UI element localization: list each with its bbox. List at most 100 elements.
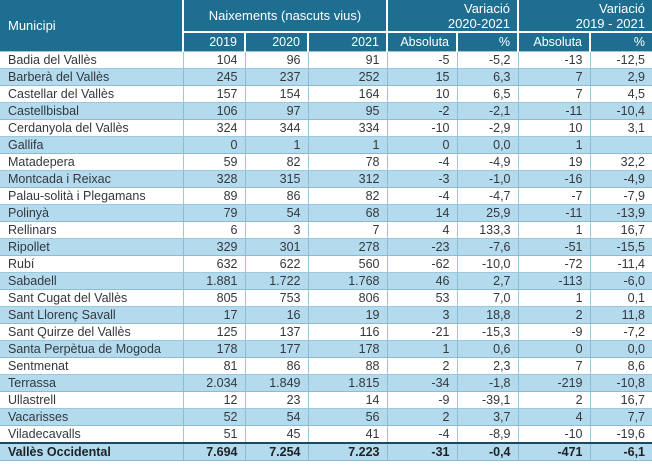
value-cell: 278 bbox=[307, 238, 388, 256]
value-cell: 19 bbox=[307, 306, 388, 324]
value-cell: 2.034 bbox=[182, 374, 246, 392]
value-cell: 1 bbox=[517, 221, 591, 239]
value-cell: -34 bbox=[386, 374, 458, 392]
table-row: Sant Cugat del Vallès 805 753 806 53 7,0 1 0,1 bbox=[0, 289, 652, 307]
value-cell: 1 bbox=[307, 136, 388, 154]
value-cell: 312 bbox=[307, 170, 388, 188]
value-cell: -19,6 bbox=[589, 425, 652, 444]
value-cell: 2,3 bbox=[456, 357, 519, 375]
value-cell: -10 bbox=[386, 119, 458, 137]
value-cell: 0 bbox=[517, 340, 591, 358]
municipality-cell: Sant Quirze del Vallès bbox=[0, 323, 184, 341]
value-cell: -11 bbox=[517, 102, 591, 120]
value-cell: 753 bbox=[244, 289, 309, 307]
value-cell: -10,0 bbox=[456, 255, 519, 273]
value-cell: -31 bbox=[386, 442, 458, 461]
value-cell: -21 bbox=[386, 323, 458, 341]
value-cell: 3 bbox=[386, 306, 458, 324]
value-cell: 2 bbox=[386, 408, 458, 426]
value-cell: 0 bbox=[182, 136, 246, 154]
value-cell: 7.694 bbox=[182, 442, 246, 461]
header-percent-2: % bbox=[589, 31, 652, 52]
municipality-cell: Sant Llorenç Savall bbox=[0, 306, 184, 324]
value-cell: -2 bbox=[386, 102, 458, 120]
municipality-cell: Ullastrell bbox=[0, 391, 184, 409]
value-cell: 52 bbox=[182, 408, 246, 426]
value-cell: 164 bbox=[307, 85, 388, 103]
value-cell: 10 bbox=[517, 119, 591, 137]
value-cell: 2,7 bbox=[456, 272, 519, 290]
municipality-cell: Castellbisbal bbox=[0, 102, 184, 120]
value-cell: -10,8 bbox=[589, 374, 652, 392]
value-cell: 632 bbox=[182, 255, 246, 273]
value-cell: 16,7 bbox=[589, 221, 652, 239]
header-year-2019: 2019 bbox=[182, 31, 245, 52]
value-cell: -23 bbox=[386, 238, 458, 256]
municipality-cell: Santa Perpètua de Mogoda bbox=[0, 340, 184, 358]
births-by-municipality-table: Municipi Naixements (nascuts vius) Varia… bbox=[0, 0, 652, 461]
municipality-cell: Barberà del Vallès bbox=[0, 68, 184, 86]
municipality-cell: Gallifa bbox=[0, 136, 184, 154]
header-municipi: Municipi bbox=[0, 0, 183, 52]
value-cell: 86 bbox=[244, 187, 309, 205]
value-cell: 12 bbox=[182, 391, 246, 409]
value-cell: 16 bbox=[244, 306, 309, 324]
table-row: Matadepera 59 82 78 -4 -4,9 19 32,2 bbox=[0, 153, 652, 171]
municipality-cell: Vallès Occidental bbox=[0, 442, 184, 461]
value-cell: 95 bbox=[307, 102, 388, 120]
value-cell: 1 bbox=[244, 136, 309, 154]
value-cell: -3 bbox=[386, 170, 458, 188]
value-cell: 334 bbox=[307, 119, 388, 137]
municipality-cell: Ripollet bbox=[0, 238, 184, 256]
municipality-cell: Sentmenat bbox=[0, 357, 184, 375]
value-cell: 1 bbox=[386, 340, 458, 358]
value-cell: -7,9 bbox=[589, 187, 652, 205]
value-cell: -0,4 bbox=[456, 442, 519, 461]
variacio-label-2: Variació bbox=[599, 0, 646, 16]
value-cell: -471 bbox=[517, 442, 591, 461]
value-cell: -13 bbox=[517, 51, 591, 69]
value-cell: 56 bbox=[307, 408, 388, 426]
value-cell: -11 bbox=[517, 204, 591, 222]
value-cell: -72 bbox=[517, 255, 591, 273]
value-cell: 10 bbox=[386, 85, 458, 103]
value-cell: -1,8 bbox=[456, 374, 519, 392]
table-row: Cerdanyola del Vallès 324 344 334 -10 -2,9 10 3… bbox=[0, 119, 652, 137]
value-cell: 329 bbox=[182, 238, 246, 256]
value-cell: 3,1 bbox=[589, 119, 652, 137]
value-cell: -4,7 bbox=[456, 187, 519, 205]
municipality-cell: Cerdanyola del Vallès bbox=[0, 119, 184, 137]
value-cell: 25,9 bbox=[456, 204, 519, 222]
value-cell: 178 bbox=[307, 340, 388, 358]
value-cell: -13,9 bbox=[589, 204, 652, 222]
value-cell: -8,9 bbox=[456, 425, 519, 444]
value-cell: 344 bbox=[244, 119, 309, 137]
table-row: Santa Perpètua de Mogoda 178 177 178 1 0,6 0 0,… bbox=[0, 340, 652, 358]
table-row: Sant Llorenç Savall 17 16 19 3 18,8 2 11,8 bbox=[0, 306, 652, 324]
value-cell: 560 bbox=[307, 255, 388, 273]
header-absoluta-1: Absoluta bbox=[386, 31, 457, 52]
municipality-cell: Rubí bbox=[0, 255, 184, 273]
municipality-cell: Montcada i Reixac bbox=[0, 170, 184, 188]
value-cell: 2,9 bbox=[589, 68, 652, 86]
value-cell: 177 bbox=[244, 340, 309, 358]
value-cell: 2 bbox=[517, 306, 591, 324]
value-cell: 324 bbox=[182, 119, 246, 137]
value-cell: -4,9 bbox=[589, 170, 652, 188]
value-cell: 0,0 bbox=[456, 136, 519, 154]
table-row: Terrassa 2.034 1.849 1.815 -34 -1,8 -219 -10,8 bbox=[0, 374, 652, 392]
value-cell: 51 bbox=[182, 425, 246, 444]
value-cell: 237 bbox=[244, 68, 309, 86]
value-cell: 4 bbox=[517, 408, 591, 426]
value-cell: -4 bbox=[386, 187, 458, 205]
table-row: Montcada i Reixac 328 315 312 -3 -1,0 -16 -4,9 bbox=[0, 170, 652, 188]
value-cell: 46 bbox=[386, 272, 458, 290]
value-cell: -7,6 bbox=[456, 238, 519, 256]
value-cell: -9 bbox=[386, 391, 458, 409]
value-cell: 3 bbox=[244, 221, 309, 239]
value-cell: -12,5 bbox=[589, 51, 652, 69]
value-cell: 18,8 bbox=[456, 306, 519, 324]
table-row: Rellinars 6 3 7 4 133,3 1 16,7 bbox=[0, 221, 652, 239]
value-cell: 245 bbox=[182, 68, 246, 86]
value-cell: 622 bbox=[244, 255, 309, 273]
